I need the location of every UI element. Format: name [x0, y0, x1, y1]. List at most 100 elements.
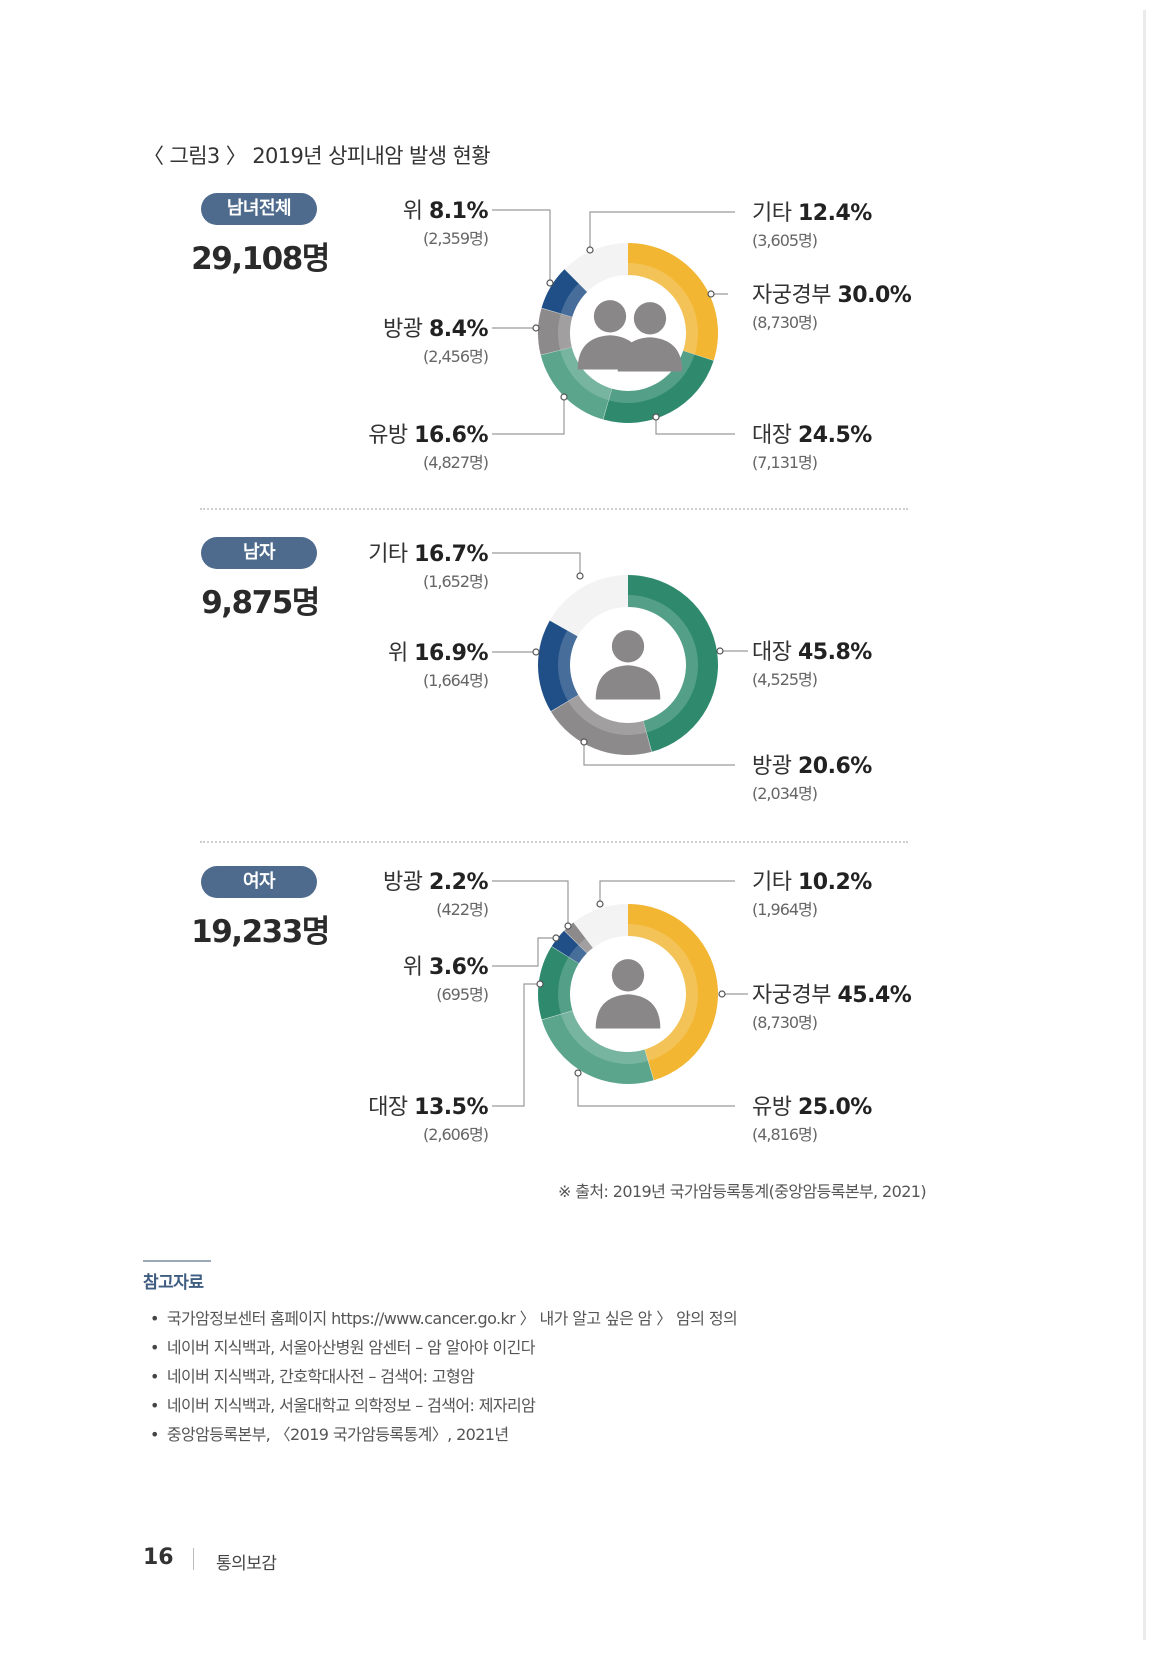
- leader-dot: [560, 393, 568, 401]
- footer-separator: [193, 1548, 194, 1570]
- slice-name: 유방: [368, 423, 414, 448]
- slice-name: 대장: [752, 640, 798, 665]
- slice-count: (1,652명): [423, 572, 488, 591]
- donut-slice-inner: [558, 313, 573, 350]
- leader-dot: [536, 980, 544, 988]
- leader-dot: [574, 1069, 582, 1077]
- slice-label: 자궁경부 30.0%: [752, 283, 912, 308]
- figure-title: 〈 그림3 〉 2019년 상피내암 발생 현황: [143, 144, 491, 168]
- person-icon-female-head: [633, 302, 667, 335]
- leader-dot: [532, 324, 540, 332]
- slice-name: 대장: [368, 1095, 414, 1120]
- reference-item: 중앙암등록본부, 〈2019 국가암등록통계〉, 2021년: [150, 1420, 737, 1449]
- slice-percent: 16.6%: [414, 423, 488, 448]
- donut-slice: [538, 308, 573, 355]
- slice-name: 기타: [752, 870, 798, 895]
- slice-percent: 16.9%: [414, 641, 488, 666]
- slice-count: (1,964명): [752, 900, 817, 919]
- slice-name: 방광: [752, 754, 798, 779]
- slice-name: 자궁경부: [752, 283, 837, 308]
- slice-name: 방광: [383, 317, 429, 342]
- slice-count: (2,606명): [423, 1125, 488, 1144]
- group-badge-all: 남녀전체: [201, 193, 317, 225]
- slice-percent: 30.0%: [837, 283, 911, 308]
- slice-label: 자궁경부 45.4%: [752, 983, 912, 1008]
- total-count-all: 29,108명: [191, 241, 330, 277]
- leader-line: [577, 1073, 735, 1107]
- person-icon-body: [595, 665, 661, 700]
- references-rule: [143, 1260, 211, 1262]
- person-icon-female-body: [617, 337, 683, 372]
- leader-line: [492, 880, 569, 926]
- leader-line: [492, 397, 565, 435]
- leader-line: [492, 983, 540, 1107]
- slice-percent: 16.7%: [414, 542, 488, 567]
- slice-name: 위: [403, 955, 429, 980]
- slice-name: 위: [388, 641, 414, 666]
- slice-count: (4,525명): [752, 670, 817, 689]
- leader-line: [599, 880, 735, 904]
- donut-slice-inner: [628, 924, 698, 1061]
- donut-slice-inner: [560, 347, 612, 401]
- slice-count: (4,816명): [752, 1125, 817, 1144]
- slice-name: 자궁경부: [752, 983, 837, 1008]
- group-badge-male: 남자: [201, 537, 317, 569]
- leader-dot: [546, 279, 554, 287]
- donut-slice-inner: [628, 263, 698, 355]
- leader-line: [655, 417, 735, 435]
- donut-slice-inner: [560, 283, 588, 317]
- slice-label: 위 8.1%: [403, 199, 489, 224]
- leader-dot: [580, 738, 588, 746]
- donut-slice-inner: [628, 595, 698, 733]
- reference-item: 네이버 지식백과, 간호학대사전 – 검색어: 고형암: [150, 1362, 737, 1391]
- leader-dot: [596, 900, 604, 908]
- slice-count: (7,131명): [752, 453, 817, 472]
- total-count-female: 19,233명: [191, 914, 330, 950]
- donut-slice: [537, 946, 579, 1020]
- slice-label: 기타 10.2%: [752, 870, 872, 895]
- slice-label: 대장 45.8%: [752, 640, 872, 665]
- leader-dot: [586, 246, 594, 254]
- leader-dot: [564, 922, 572, 930]
- page-number: 16: [143, 1545, 174, 1570]
- leader-line: [492, 209, 551, 283]
- reference-item: 국가암정보센터 홈페이지 https://www.cancer.go.kr 〉 …: [150, 1304, 738, 1333]
- slice-percent: 12.4%: [798, 201, 872, 226]
- person-icon-body: [595, 994, 661, 1029]
- page-edge: [1143, 10, 1146, 1640]
- panel-divider: [200, 841, 908, 843]
- person-icon-head: [611, 959, 645, 992]
- person-icon-head: [611, 630, 645, 663]
- person-icon-male-head: [593, 300, 627, 333]
- leader-dot: [576, 572, 584, 580]
- slice-percent: 45.8%: [798, 640, 872, 665]
- donut-slice-inner: [568, 944, 587, 964]
- slice-label: 기타 12.4%: [752, 201, 872, 226]
- slice-count: (8,730명): [752, 1013, 817, 1032]
- publication-name: 통의보감: [216, 1554, 277, 1574]
- references-list: 국가암정보센터 홈페이지 https://www.cancer.go.kr 〉 …: [150, 1304, 738, 1449]
- donut-slice: [564, 922, 593, 953]
- donut-slice: [628, 575, 719, 752]
- leader-dot: [707, 290, 715, 298]
- slice-label: 대장 24.5%: [752, 423, 872, 448]
- slice-name: 기타: [368, 542, 414, 567]
- slice-label: 위 16.9%: [388, 641, 489, 666]
- leader-dot: [716, 647, 724, 655]
- slice-name: 유방: [752, 1095, 798, 1120]
- donut-slice-inner: [568, 695, 647, 735]
- slice-label: 방광 2.2%: [383, 870, 488, 895]
- slice-percent: 24.5%: [798, 423, 872, 448]
- leader-dot: [718, 990, 726, 998]
- donut-slice-inner: [558, 630, 579, 702]
- slice-name: 방광: [383, 870, 429, 895]
- slice-count: (8,730명): [752, 313, 817, 332]
- donut-slice: [540, 347, 612, 420]
- donut-slice: [628, 904, 718, 1081]
- leader-line: [589, 211, 735, 250]
- slice-name: 대장: [752, 423, 798, 448]
- slice-percent: 8.1%: [429, 199, 488, 224]
- slice-percent: 13.5%: [414, 1095, 488, 1120]
- slice-count: (2,034명): [752, 784, 817, 803]
